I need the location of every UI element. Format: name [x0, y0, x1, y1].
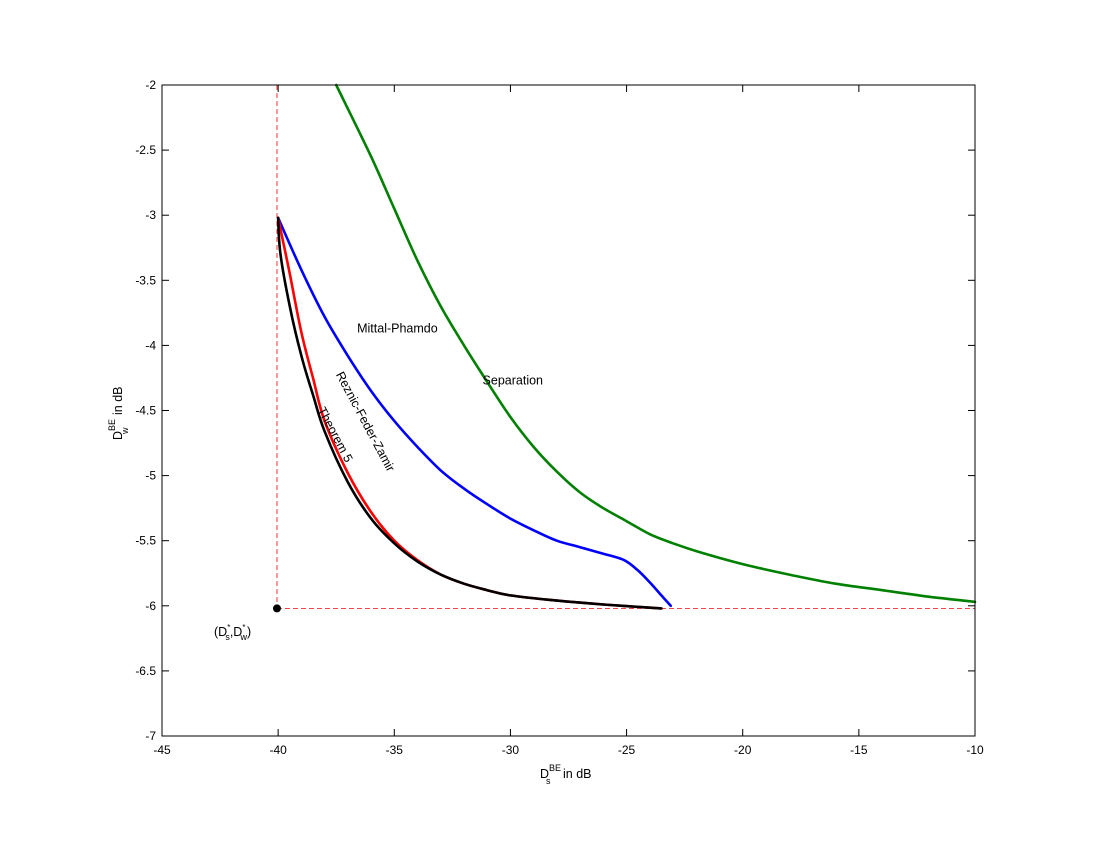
- x-tick-label: -10: [966, 743, 984, 757]
- annotation-mittal-phamdo: Mittal-Phamdo: [357, 321, 438, 335]
- y-tick-label: -4: [145, 338, 156, 352]
- x-axis-label: DBE s in dB: [540, 763, 592, 786]
- ticks: -45 -40 -35 -30 -25 -20 -15 -10 -7 -6.5 -6 -5.5 -5 -4…: [135, 78, 984, 757]
- x-tick-label: -25: [618, 743, 636, 757]
- x-tick-label: -20: [734, 743, 752, 757]
- x-tick-label: -35: [386, 743, 404, 757]
- axes-frame: [161, 84, 976, 737]
- series-separation: [334, 83, 977, 604]
- y-axis-label: DBE w in dB: [107, 386, 130, 440]
- y-axis-label-suffix: in dB: [111, 386, 125, 418]
- y-tick-label: -5: [145, 469, 156, 483]
- x-axis-label-sup: BE: [549, 763, 561, 773]
- x-tick-label: -15: [850, 743, 868, 757]
- plot-content: [272, 83, 977, 613]
- y-tick-label: -7: [145, 729, 156, 743]
- optimum-point-marker: [272, 604, 281, 613]
- y-axis-label-base: D: [111, 431, 125, 440]
- annotation-separation: Separation: [483, 373, 544, 387]
- y-tick-label: -6: [145, 599, 156, 613]
- x-axis-label-sub: s: [546, 776, 551, 786]
- y-tick-label: -2.5: [135, 143, 156, 157]
- x-axis-label-base: D: [540, 767, 549, 781]
- x-tick-label: -40: [269, 743, 287, 757]
- x-axis-label-suffix: in dB: [560, 767, 592, 781]
- series-theorem-5: [276, 216, 663, 610]
- y-tick-label: -2: [145, 78, 156, 92]
- marker-label: (D* s,D* w): [214, 623, 251, 642]
- series-reznic-feder-zamir: [276, 216, 663, 610]
- annotations: SeparationMittal-PhamdoRezniс-Feder-Zami…: [315, 321, 543, 474]
- y-tick-label: -4.5: [135, 404, 156, 418]
- y-axis-label-sub: w: [120, 427, 130, 435]
- y-tick-label: -3: [145, 208, 156, 222]
- x-tick-label: -30: [502, 743, 520, 757]
- y-tick-label: -5.5: [135, 534, 156, 548]
- x-tick-label: -45: [153, 743, 171, 757]
- y-tick-label: -3.5: [135, 273, 156, 287]
- y-axis-label-sup: BE: [107, 419, 117, 431]
- series-mittal-phamdo: [276, 216, 672, 608]
- y-tick-label: -6.5: [135, 664, 156, 678]
